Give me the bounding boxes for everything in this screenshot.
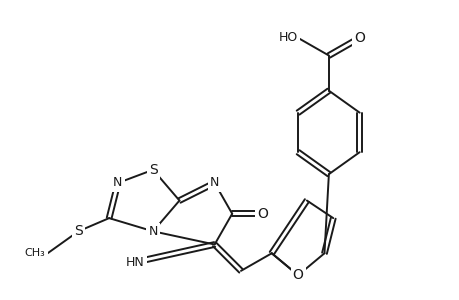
Text: CH₃: CH₃ [25,248,45,258]
Text: HO: HO [278,32,297,44]
Text: S: S [148,163,157,177]
Text: N: N [209,176,219,190]
Text: O: O [292,268,303,282]
Text: O: O [353,31,364,45]
Text: HN: HN [126,256,145,268]
Text: N: N [148,225,157,238]
Text: O: O [257,207,268,221]
Text: S: S [74,224,83,238]
Text: N: N [113,176,123,190]
